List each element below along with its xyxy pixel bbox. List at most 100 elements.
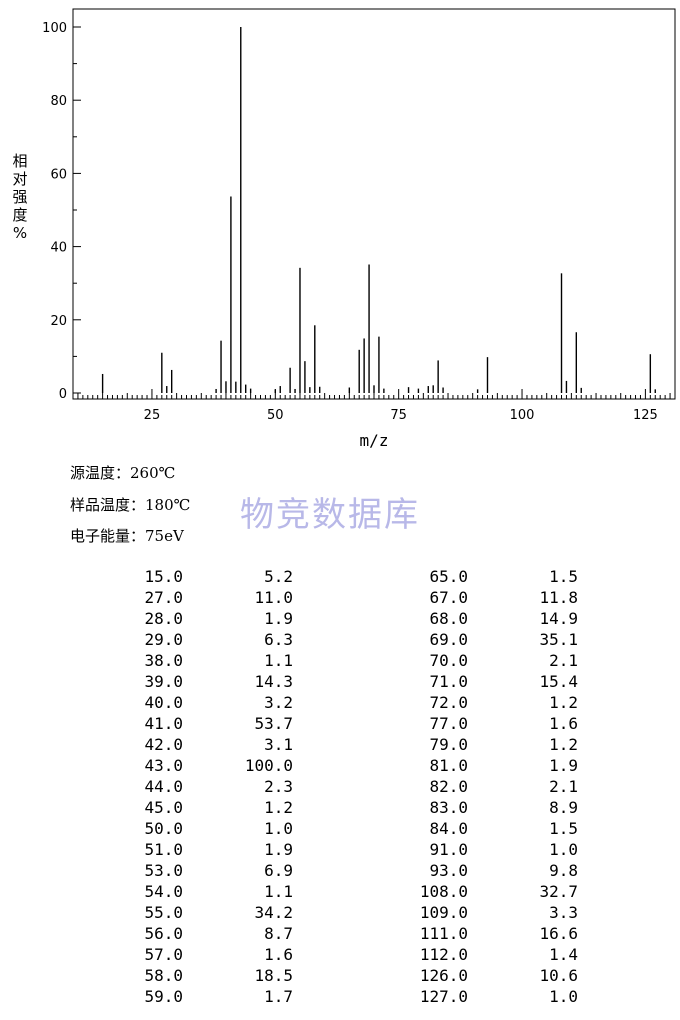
intensity-cell: 53.7: [254, 714, 293, 733]
intensity-cell: 11.8: [539, 588, 578, 607]
mz-cell: 56.0: [144, 924, 183, 943]
intensity-cell: 8.9: [549, 798, 578, 817]
intensity-cell: 1.0: [549, 987, 578, 1006]
intensity-cell: 1.9: [549, 756, 578, 775]
intensity-cell: 14.9: [539, 609, 578, 628]
y-axis-label-char: 强: [12, 188, 28, 206]
table-row: 58.0 18.5 126.0 10.6: [0, 966, 680, 987]
mass-spectrum-chart: 0 20 40 60 80 100 25 50 75 100 125 m/z: [42, 8, 676, 450]
intensity-cell: 1.5: [549, 567, 578, 586]
mz-cell: 38.0: [144, 651, 183, 670]
mz-cell: 50.0: [144, 819, 183, 838]
mz-cell: 72.0: [429, 693, 468, 712]
plot-frame: [72, 8, 676, 400]
mz-cell: 15.0: [144, 567, 183, 586]
y-axis-label: 相 对 强 度 %: [9, 152, 31, 242]
intensity-cell: 1.7: [264, 987, 293, 1006]
peak-table: 15.0 5.2 65.0 1.5 27.0 11.0 67.0 11.8 28.0 1.9 68.…: [0, 567, 680, 1008]
mz-cell: 39.0: [144, 672, 183, 691]
mz-cell: 93.0: [429, 861, 468, 880]
table-row: 45.0 1.2 83.0 8.9: [0, 798, 680, 819]
mz-cell: 71.0: [429, 672, 468, 691]
condition-label: 源温度：: [70, 464, 131, 482]
x-axis: 25 50 75 100 125: [77, 389, 671, 423]
condition-electron-energy: 电子能量：75eV: [70, 525, 184, 546]
mz-cell: 41.0: [144, 714, 183, 733]
mz-cell: 42.0: [144, 735, 183, 754]
intensity-cell: 8.7: [264, 924, 293, 943]
mz-cell: 81.0: [429, 756, 468, 775]
table-row: 56.0 8.7 111.0 16.6: [0, 924, 680, 945]
watermark: 物竞数据库: [240, 495, 420, 535]
intensity-cell: 1.0: [549, 840, 578, 859]
condition-source-temp: 源温度：260℃: [70, 462, 175, 483]
mz-cell: 29.0: [144, 630, 183, 649]
table-row: 43.0 100.0 81.0 1.9: [0, 756, 680, 777]
intensity-cell: 10.6: [539, 966, 578, 985]
y-tick-label: 60: [50, 167, 67, 182]
intensity-cell: 1.2: [549, 735, 578, 754]
mz-cell: 44.0: [144, 777, 183, 796]
intensity-cell: 6.9: [264, 861, 293, 880]
intensity-cell: 6.3: [264, 630, 293, 649]
intensity-cell: 2.3: [264, 777, 293, 796]
x-axis-label: m/z: [360, 431, 389, 450]
intensity-cell: 16.6: [539, 924, 578, 943]
condition-value: 75eV: [145, 527, 184, 545]
condition-value: 260℃: [130, 464, 176, 482]
intensity-cell: 18.5: [254, 966, 293, 985]
mz-cell: 54.0: [144, 882, 183, 901]
mz-cell: 53.0: [144, 861, 183, 880]
table-row: 38.0 1.1 70.0 2.1: [0, 651, 680, 672]
mz-cell: 70.0: [429, 651, 468, 670]
mz-cell: 108.0: [419, 882, 468, 901]
intensity-cell: 1.1: [264, 651, 293, 670]
intensity-cell: 5.2: [264, 567, 293, 586]
mz-cell: 43.0: [144, 756, 183, 775]
intensity-cell: 9.8: [549, 861, 578, 880]
intensity-cell: 1.2: [549, 693, 578, 712]
mz-cell: 27.0: [144, 588, 183, 607]
mz-cell: 59.0: [144, 987, 183, 1006]
x-tick-label: 25: [144, 408, 161, 423]
intensity-cell: 1.9: [264, 609, 293, 628]
mz-cell: 77.0: [429, 714, 468, 733]
mz-cell: 68.0: [429, 609, 468, 628]
y-tick-label: 20: [50, 314, 67, 329]
mz-cell: 109.0: [419, 903, 468, 922]
condition-label: 电子能量：: [70, 527, 146, 545]
table-row: 39.0 14.3 71.0 15.4: [0, 672, 680, 693]
mz-cell: 69.0: [429, 630, 468, 649]
x-tick-label: 125: [633, 408, 658, 423]
intensity-cell: 11.0: [254, 588, 293, 607]
intensity-cell: 14.3: [254, 672, 293, 691]
intensity-cell: 34.2: [254, 903, 293, 922]
table-row: 41.0 53.7 77.0 1.6: [0, 714, 680, 735]
intensity-cell: 32.7: [539, 882, 578, 901]
intensity-cell: 1.2: [264, 798, 293, 817]
mz-cell: 112.0: [419, 945, 468, 964]
y-axis-label-char: 对: [12, 170, 28, 188]
mz-cell: 67.0: [429, 588, 468, 607]
x-tick-label: 75: [390, 408, 407, 423]
y-axis-label-char: %: [12, 224, 28, 242]
table-row: 53.0 6.9 93.0 9.8: [0, 861, 680, 882]
intensity-cell: 2.1: [549, 777, 578, 796]
table-row: 27.0 11.0 67.0 11.8: [0, 588, 680, 609]
mz-cell: 58.0: [144, 966, 183, 985]
mz-cell: 79.0: [429, 735, 468, 754]
mz-cell: 57.0: [144, 945, 183, 964]
intensity-cell: 1.6: [549, 714, 578, 733]
mz-cell: 83.0: [429, 798, 468, 817]
mz-cell: 40.0: [144, 693, 183, 712]
mz-cell: 82.0: [429, 777, 468, 796]
table-row: 51.0 1.9 91.0 1.0: [0, 840, 680, 861]
mz-cell: 127.0: [419, 987, 468, 1006]
table-row: 40.0 3.2 72.0 1.2: [0, 693, 680, 714]
intensity-cell: 1.4: [549, 945, 578, 964]
intensity-cell: 1.1: [264, 882, 293, 901]
table-row: 55.0 34.2 109.0 3.3: [0, 903, 680, 924]
table-row: 15.0 5.2 65.0 1.5: [0, 567, 680, 588]
y-tick-label: 40: [50, 241, 67, 256]
table-row: 42.0 3.1 79.0 1.2: [0, 735, 680, 756]
